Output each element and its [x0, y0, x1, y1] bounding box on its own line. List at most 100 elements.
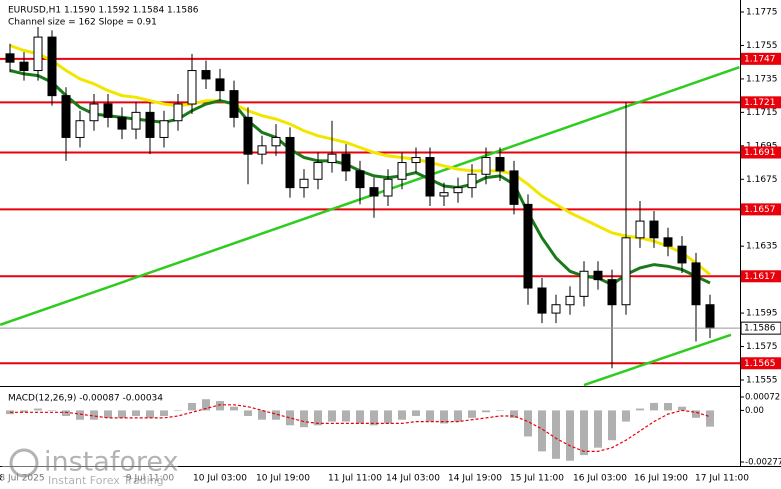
- macd-bar: [510, 410, 518, 418]
- level-label-bg: [741, 52, 781, 65]
- x-tick-label: 14 Jul 19:00: [448, 474, 502, 484]
- macd-bar: [678, 406, 686, 411]
- macd-bar: [258, 410, 266, 420]
- candle-body: [495, 157, 505, 172]
- candle-body: [509, 170, 519, 205]
- candle-body: [453, 187, 463, 194]
- y-tick-label: 1.1575: [746, 342, 778, 352]
- macd-tick-label: -0.00277: [745, 458, 781, 468]
- level-label: 1.1657: [744, 205, 776, 215]
- y-tick-label: 1.1555: [746, 376, 778, 386]
- y-tick-label: 1.1735: [746, 74, 778, 84]
- x-tick-label: 11 Jul 11:00: [328, 474, 382, 484]
- macd-bar: [202, 399, 210, 411]
- candle-body: [19, 61, 29, 72]
- macd-bar: [300, 410, 308, 428]
- x-tick-label: 14 Jul 03:00: [386, 474, 440, 484]
- last-price-bg: [740, 321, 781, 335]
- x-tick-label: 17 Jul 11:00: [695, 474, 749, 484]
- macd-bar: [426, 410, 434, 422]
- macd-bar: [76, 410, 84, 420]
- macd-signal: [10, 404, 711, 452]
- macd-bar: [230, 406, 238, 411]
- macd-pane: 0.00072 0.00 -0.00277: [6, 393, 781, 468]
- candle-body: [439, 192, 449, 197]
- y-tick-label: 1.1595: [746, 309, 778, 319]
- macd-bar: [20, 410, 28, 413]
- candle-body: [117, 116, 127, 130]
- candle-body: [173, 103, 183, 122]
- level-label: 1.1691: [744, 148, 776, 158]
- y-tick-label: 1.1675: [746, 175, 778, 185]
- candle-body: [159, 120, 169, 138]
- macd-bar: [594, 410, 602, 448]
- candle-body: [103, 103, 113, 118]
- macd-bar: [244, 410, 252, 416]
- macd-bar: [188, 402, 196, 411]
- macd-bar: [342, 410, 350, 422]
- x-tick-label: 16 Jul 19:00: [634, 474, 688, 484]
- macd-bar: [118, 410, 126, 418]
- macd-bar: [692, 410, 700, 418]
- candle-body: [467, 173, 477, 189]
- macd-bar: [286, 410, 294, 426]
- macd-bar: [216, 401, 224, 411]
- price-pane: 1.1775 1.1755 1.1735 1.1715 1.1695 1.1675 1.16…: [0, 8, 781, 484]
- x-tick-label: 15 Jul 11:00: [510, 474, 564, 484]
- macd-bar: [34, 408, 42, 411]
- macd-bar: [524, 410, 532, 437]
- candle-body: [383, 178, 393, 197]
- macd-bar: [146, 410, 154, 418]
- watermark-brand: instaforex: [44, 447, 178, 478]
- macd-bar: [482, 410, 490, 413]
- macd-bar: [622, 410, 630, 422]
- trendline: [583, 333, 732, 387]
- candle-body: [131, 111, 141, 130]
- candle-body: [621, 237, 631, 306]
- candle-body: [663, 237, 673, 247]
- y-tick-label: 1.1775: [746, 8, 778, 18]
- watermark-tagline: Instant Forex Trading: [48, 474, 164, 487]
- candle-body: [649, 220, 659, 239]
- candle-body: [243, 116, 253, 155]
- macd-bar: [496, 410, 504, 411]
- candle-body: [369, 187, 379, 197]
- candle-body: [593, 270, 603, 281]
- candle-body: [607, 279, 617, 306]
- level-label: 1.1565: [744, 359, 776, 369]
- chart-subtitle: Channel size = 162 Slope = 0.91: [8, 18, 157, 28]
- macd-bar: [538, 410, 546, 452]
- candle-body: [411, 157, 421, 164]
- macd-bar: [552, 410, 560, 459]
- candle-body: [425, 157, 435, 197]
- candle-body: [313, 162, 323, 180]
- x-tick-label: 16 Jul 03:00: [573, 474, 627, 484]
- candle-body: [33, 36, 43, 72]
- macd-bar: [608, 410, 616, 441]
- candle-body: [145, 111, 155, 138]
- macd-bar: [62, 410, 70, 416]
- macd-bar: [440, 410, 448, 424]
- macd-bar: [104, 410, 112, 418]
- candle-body: [75, 120, 85, 138]
- macd-bar: [314, 410, 322, 426]
- candle-body: [355, 170, 365, 189]
- y-tick-label: 1.1715: [746, 108, 778, 118]
- macd-bar: [706, 410, 714, 427]
- macd-bar: [566, 410, 574, 461]
- level-label-bg: [741, 203, 781, 216]
- candle-body: [523, 203, 533, 289]
- macd-bar: [160, 410, 168, 416]
- watermark-logo: [9, 448, 39, 478]
- watermark: instaforex Instant Forex Trading: [2, 444, 178, 488]
- macd-bar: [398, 410, 406, 420]
- candle-body: [271, 136, 281, 147]
- candle-body: [341, 153, 351, 172]
- candle-body: [89, 103, 99, 122]
- macd-bar: [174, 410, 182, 411]
- candle-body: [215, 78, 225, 92]
- macd-bar: [328, 410, 336, 422]
- macd-bar: [370, 410, 378, 426]
- candle-body: [187, 70, 197, 105]
